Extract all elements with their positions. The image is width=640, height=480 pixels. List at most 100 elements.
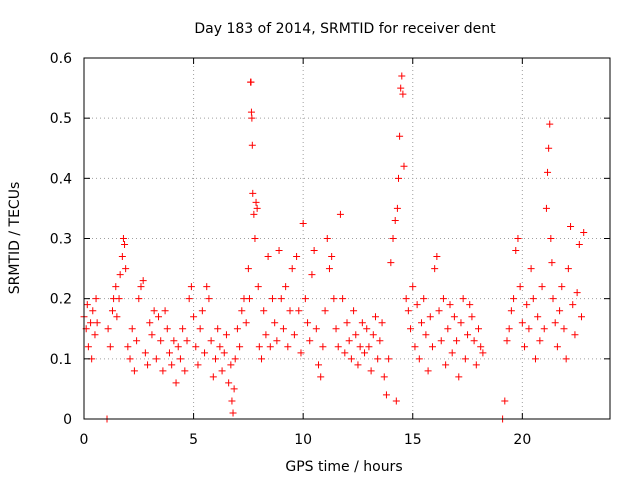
data-point — [442, 361, 450, 369]
data-point — [209, 373, 217, 381]
data-point — [457, 319, 465, 327]
data-point — [479, 349, 487, 357]
data-point — [323, 235, 331, 242]
data-point — [518, 319, 526, 327]
data-point — [168, 361, 176, 369]
y-tick-label: 0.4 — [50, 171, 72, 187]
data-point — [354, 361, 362, 369]
data-point — [420, 295, 428, 303]
data-point — [573, 289, 581, 297]
data-point — [264, 253, 272, 261]
data-point — [122, 265, 130, 273]
data-point — [228, 397, 236, 405]
axis-ticks: 0 0.1 0.2 0.3 0.4 0.5 0.6 0 5 10 15 20 — [50, 51, 610, 448]
data-point — [201, 349, 209, 357]
y-tick-label: 0.3 — [50, 232, 72, 248]
data-point — [371, 313, 379, 321]
y-tick-label: 0.5 — [50, 111, 72, 127]
data-point — [330, 295, 338, 303]
data-point — [212, 355, 219, 363]
data-point — [503, 337, 511, 345]
data-point — [218, 367, 226, 375]
data-point — [336, 210, 344, 218]
data-point — [400, 162, 408, 170]
data-point — [363, 325, 371, 333]
data-point — [133, 337, 141, 345]
data-point — [91, 331, 99, 339]
data-point — [468, 313, 476, 321]
data-point — [396, 132, 404, 140]
data-point — [165, 349, 173, 357]
data-point — [507, 307, 515, 315]
x-tick-label: 20 — [513, 432, 531, 448]
data-point — [542, 204, 550, 212]
data-point — [113, 313, 121, 321]
data-point — [245, 295, 253, 303]
data-point — [284, 343, 292, 351]
data-point — [121, 241, 129, 249]
data-point — [580, 228, 588, 236]
data-point — [382, 391, 390, 399]
data-point — [404, 307, 412, 315]
data-point — [315, 361, 323, 369]
data-point — [347, 355, 355, 363]
data-point — [374, 355, 382, 363]
data-point — [118, 253, 126, 261]
data-point — [183, 337, 191, 345]
data-point — [510, 295, 518, 303]
data-point — [152, 355, 160, 363]
data-point — [376, 337, 384, 345]
data-point — [470, 337, 478, 345]
data-point — [378, 319, 386, 327]
data-point — [170, 337, 178, 345]
data-point — [252, 198, 260, 206]
data-point — [325, 265, 333, 273]
data-point — [93, 319, 101, 327]
data-point — [475, 325, 482, 333]
x-tick-label: 10 — [294, 432, 312, 448]
data-point — [433, 253, 441, 261]
data-point — [446, 301, 454, 309]
data-points — [80, 72, 588, 423]
data-point — [174, 343, 182, 351]
data-point — [341, 349, 349, 357]
data-point — [415, 355, 423, 363]
chart-title: Day 183 of 2014, SRMTID for receiver den… — [194, 21, 496, 37]
data-point — [116, 271, 124, 279]
data-point — [345, 337, 353, 345]
data-point — [260, 307, 268, 315]
data-point — [216, 343, 224, 351]
data-point — [525, 325, 533, 333]
data-point — [521, 343, 529, 351]
data-point — [161, 307, 169, 315]
data-point — [477, 343, 485, 351]
x-tick-label: 0 — [80, 432, 89, 448]
data-point — [380, 373, 388, 381]
data-point — [148, 331, 156, 339]
data-point — [227, 361, 235, 369]
data-point — [411, 343, 419, 351]
data-point — [192, 343, 200, 351]
data-point — [247, 108, 255, 116]
data-point — [255, 343, 263, 351]
data-point — [222, 331, 230, 339]
data-point — [273, 337, 281, 345]
data-point — [369, 331, 377, 339]
data-point — [536, 337, 544, 345]
data-point — [547, 235, 555, 242]
data-point — [571, 331, 579, 339]
data-point — [413, 301, 421, 309]
data-point — [236, 343, 244, 351]
data-point — [523, 301, 531, 309]
data-point — [89, 307, 97, 315]
data-point — [538, 283, 546, 291]
data-point — [108, 307, 116, 315]
data-point — [312, 325, 320, 333]
data-point — [112, 283, 120, 291]
data-point — [578, 313, 586, 321]
data-point — [426, 313, 434, 321]
plot-frame — [83, 57, 611, 420]
data-point — [172, 379, 180, 387]
data-point — [238, 307, 246, 315]
data-point — [301, 295, 309, 303]
